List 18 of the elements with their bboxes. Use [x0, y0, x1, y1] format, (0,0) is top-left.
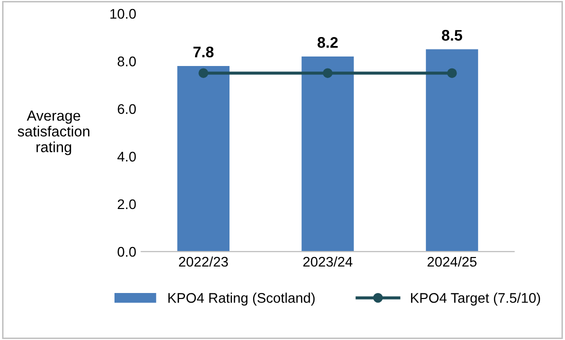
x-tick-label: 2023/24: [303, 256, 352, 267]
y-tick-label: 2.0: [118, 199, 136, 210]
data-label: 8.5: [442, 30, 462, 41]
x-tick-label: 2022/23: [179, 256, 228, 267]
y-tick-label: 8.0: [118, 56, 136, 66]
y-axis-title: Average satisfaction rating: [18, 110, 90, 156]
data-label: 7.8: [193, 46, 214, 58]
legend-label: KPO4 Rating (Scotland): [168, 292, 315, 306]
bar: [302, 56, 354, 252]
y-tick-label: 6.0: [118, 104, 136, 114]
y-tick-label: 0.0: [118, 246, 136, 257]
y-tick-label: 10.0: [110, 8, 136, 19]
legend-label: KPO4 Target (7.5/10): [411, 292, 540, 306]
y-tick-label: 4.0: [117, 152, 136, 162]
data-label: 8.2: [318, 37, 338, 48]
bar: [177, 66, 230, 252]
x-tick-label: 2024/25: [428, 256, 477, 267]
bar: [426, 49, 478, 252]
